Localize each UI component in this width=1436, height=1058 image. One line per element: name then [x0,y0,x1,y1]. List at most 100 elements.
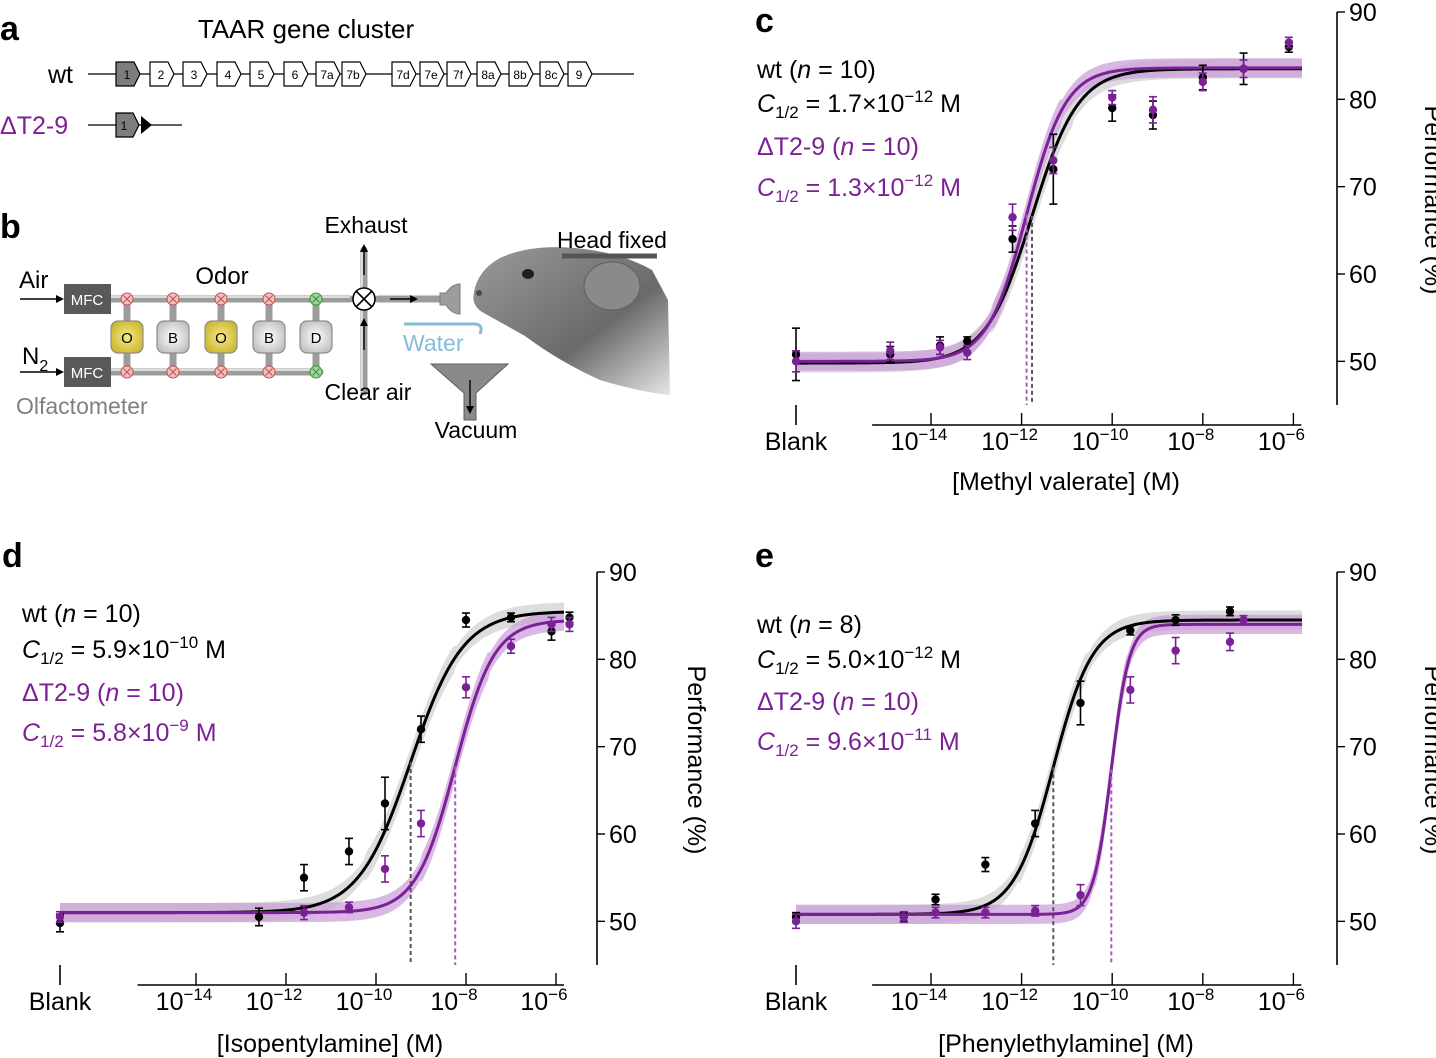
fit-curve-mut [60,619,565,915]
panel-a-label: a [0,10,20,48]
blank-label-d: Blank [29,988,92,1016]
y-axis-label-e: Performance (%) [1419,666,1436,855]
legend-line: wt (n = 10) [21,600,141,628]
marker-mut [1171,646,1180,655]
gene-1-label: 1 [124,68,131,82]
data-point [461,612,471,628]
gene-7d-box [391,61,417,87]
legend-line: ΔT2-9 (n = 10) [757,133,919,161]
gene-7f-label: 7f [453,68,464,82]
data-point [1225,606,1235,617]
gene-7b-label: 7b [346,68,360,82]
x-tick-label--14: 10−14 [891,985,948,1016]
gene-2-box [149,61,175,87]
marker-wt [506,613,516,622]
vial-1-box [156,320,190,354]
n2-arrowhead-icon [56,368,64,376]
marker-wt [344,847,354,856]
gene-4-box [216,61,242,87]
vacuum-label: Vacuum [435,417,518,443]
marker-mut [791,357,801,366]
mfc-n2-box [64,357,111,387]
data-point [1049,146,1058,175]
marker-mut [1030,906,1040,916]
data-point [1239,614,1248,626]
blank-label-e: Blank [765,988,828,1016]
vial-0: O [110,320,144,354]
marker-wt [254,912,264,922]
data-point [1030,809,1040,838]
data-point [981,856,990,873]
data-point [899,910,909,924]
clear-air-label: Clear air [325,379,412,405]
data-point [981,906,990,919]
vial-0-box [110,320,144,354]
vial-2-box [204,320,238,354]
marker-mut [1239,615,1248,625]
gene-4-label: 4 [225,68,232,82]
marker-wt [1076,698,1085,708]
wt-gene-row: 1 2 3 4 5 6 7a 7b 7d 7e 7f 8a 8b 8c 9 [115,61,593,87]
gene-8b-box [508,61,534,87]
data-point [1225,632,1235,652]
data-point [931,893,940,906]
data-point [461,675,471,699]
fit-curve-mut [796,622,1302,916]
marker-mut [416,819,426,828]
data-point [1076,680,1085,726]
pinch-valve-icon [214,365,228,379]
pinch-valve-cross [169,295,177,303]
x-tick-label--10: 10−10 [336,985,393,1016]
data-point [791,913,801,930]
marker-wt [1008,234,1017,244]
marker-mut [380,864,390,874]
marker-wt [380,799,390,808]
y-tick-label-50: 50 [609,908,637,936]
air-label: Air [19,267,48,294]
gene-7e: 7e [419,61,445,87]
x-tick-label--12: 10−12 [981,985,1038,1016]
gene-3-label: 3 [191,68,198,82]
chart-c: 50 60 70 80 90 Performance (%) 10−14 10−12 10−10… [756,0,1436,496]
y-tick-label-80: 80 [609,646,637,674]
pinch-valve-cross [265,368,273,376]
mut-genotype-label: ΔT2-9 [0,112,68,140]
marker-wt [1030,819,1040,828]
y-tick-label-50: 50 [1349,908,1377,936]
data-point [1284,36,1294,49]
fit-curve-mut [796,66,1302,363]
gene-9-box [567,61,593,87]
pinch-valve-icon [309,292,323,306]
panel-e-label: e [755,537,774,575]
gene-5: 5 [249,61,275,87]
legend-line: C1/2 = 9.6×10−11 M [757,725,960,760]
marker-mut [1148,105,1158,115]
gene-8a-box [476,61,502,87]
data-point [1171,636,1180,665]
pinch-valve-icon [309,365,323,379]
vial-2: O [204,320,238,354]
gene-2: 2 [149,61,175,87]
marker-mut [1225,637,1235,647]
mut-gene-1-label: 1 [121,119,128,133]
x-tick-label--6: 10−6 [1258,985,1305,1016]
vial-3-label: B [264,330,274,347]
mfc-air-label: MFC [71,292,104,309]
chart-e: 50 60 70 80 90 Performance (%) 10−14 10−12 10−10… [756,559,1436,1058]
marker-mut [886,346,895,356]
panel-b-label: b [0,208,21,246]
panel-a: a TAAR gene cluster wt 1 2 3 4 5 6 7a 7b 7d 7e 7f 8… [0,10,634,140]
gene-7a-label: 7a [320,68,334,82]
y-tick-label-90: 90 [609,559,637,587]
x-tick-label--8: 10−8 [1167,985,1214,1016]
marker-mut [506,642,516,651]
gene-7b-box [341,61,367,87]
vial-2-label: O [215,330,227,347]
gene-7b: 7b [341,61,367,87]
data-point [506,638,516,655]
data-point [886,341,895,361]
marker-mut [461,683,471,692]
delivery-arrowhead-icon [410,295,418,303]
data-point [380,855,390,883]
data-point [1030,904,1040,917]
